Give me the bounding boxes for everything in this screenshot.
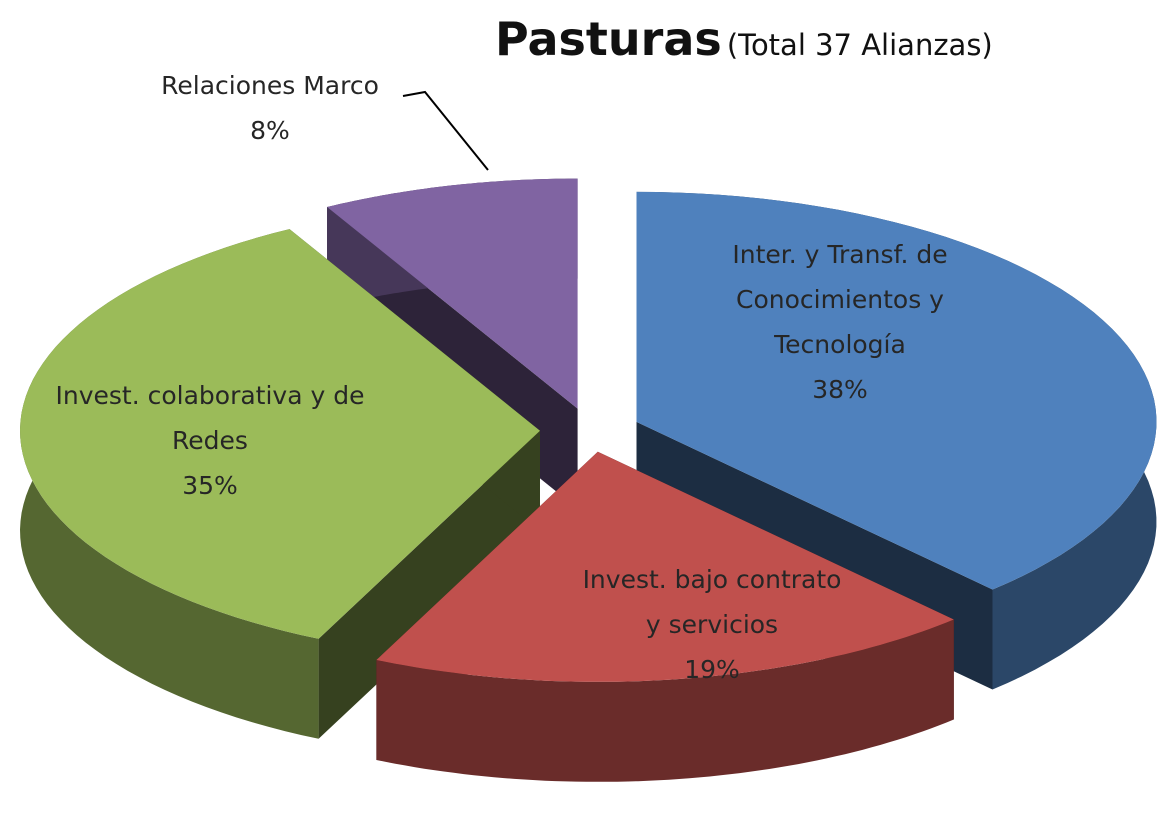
- slice-wall: [318, 430, 540, 739]
- leader-line: [402, 90, 489, 171]
- pie-slice: [20, 229, 540, 739]
- value-label: 35%: [182, 471, 238, 500]
- slice-side: [376, 619, 954, 782]
- category-label: Invest. colaborativa y de Redes: [55, 381, 365, 455]
- value-label: 19%: [684, 655, 740, 684]
- slice-top: [376, 451, 954, 682]
- category-label: Inter. y Transf. de Conocimientos y Tecn…: [732, 240, 948, 359]
- chart-subtitle: (Total 37 Alianzas): [726, 28, 993, 62]
- chart-title: Pasturas: [495, 12, 722, 66]
- slice-top: [636, 191, 1157, 590]
- slice-label: Invest. bajo contrato y servicios 19%: [572, 557, 852, 692]
- pie-slice: [376, 451, 954, 782]
- value-label: 8%: [250, 116, 290, 145]
- slice-label: Relaciones Marco 8%: [120, 63, 420, 153]
- slice-label: Invest. colaborativa y de Redes 35%: [35, 373, 385, 508]
- slice-top: [327, 178, 578, 409]
- slice-label: Inter. y Transf. de Conocimientos y Tecn…: [705, 232, 975, 412]
- slice-top: [20, 229, 540, 639]
- category-label: Invest. bajo contrato y servicios: [582, 565, 842, 639]
- title-block: Pasturas (Total 37 Alianzas): [495, 12, 993, 66]
- category-label: Relaciones Marco: [161, 71, 379, 100]
- value-label: 38%: [812, 375, 868, 404]
